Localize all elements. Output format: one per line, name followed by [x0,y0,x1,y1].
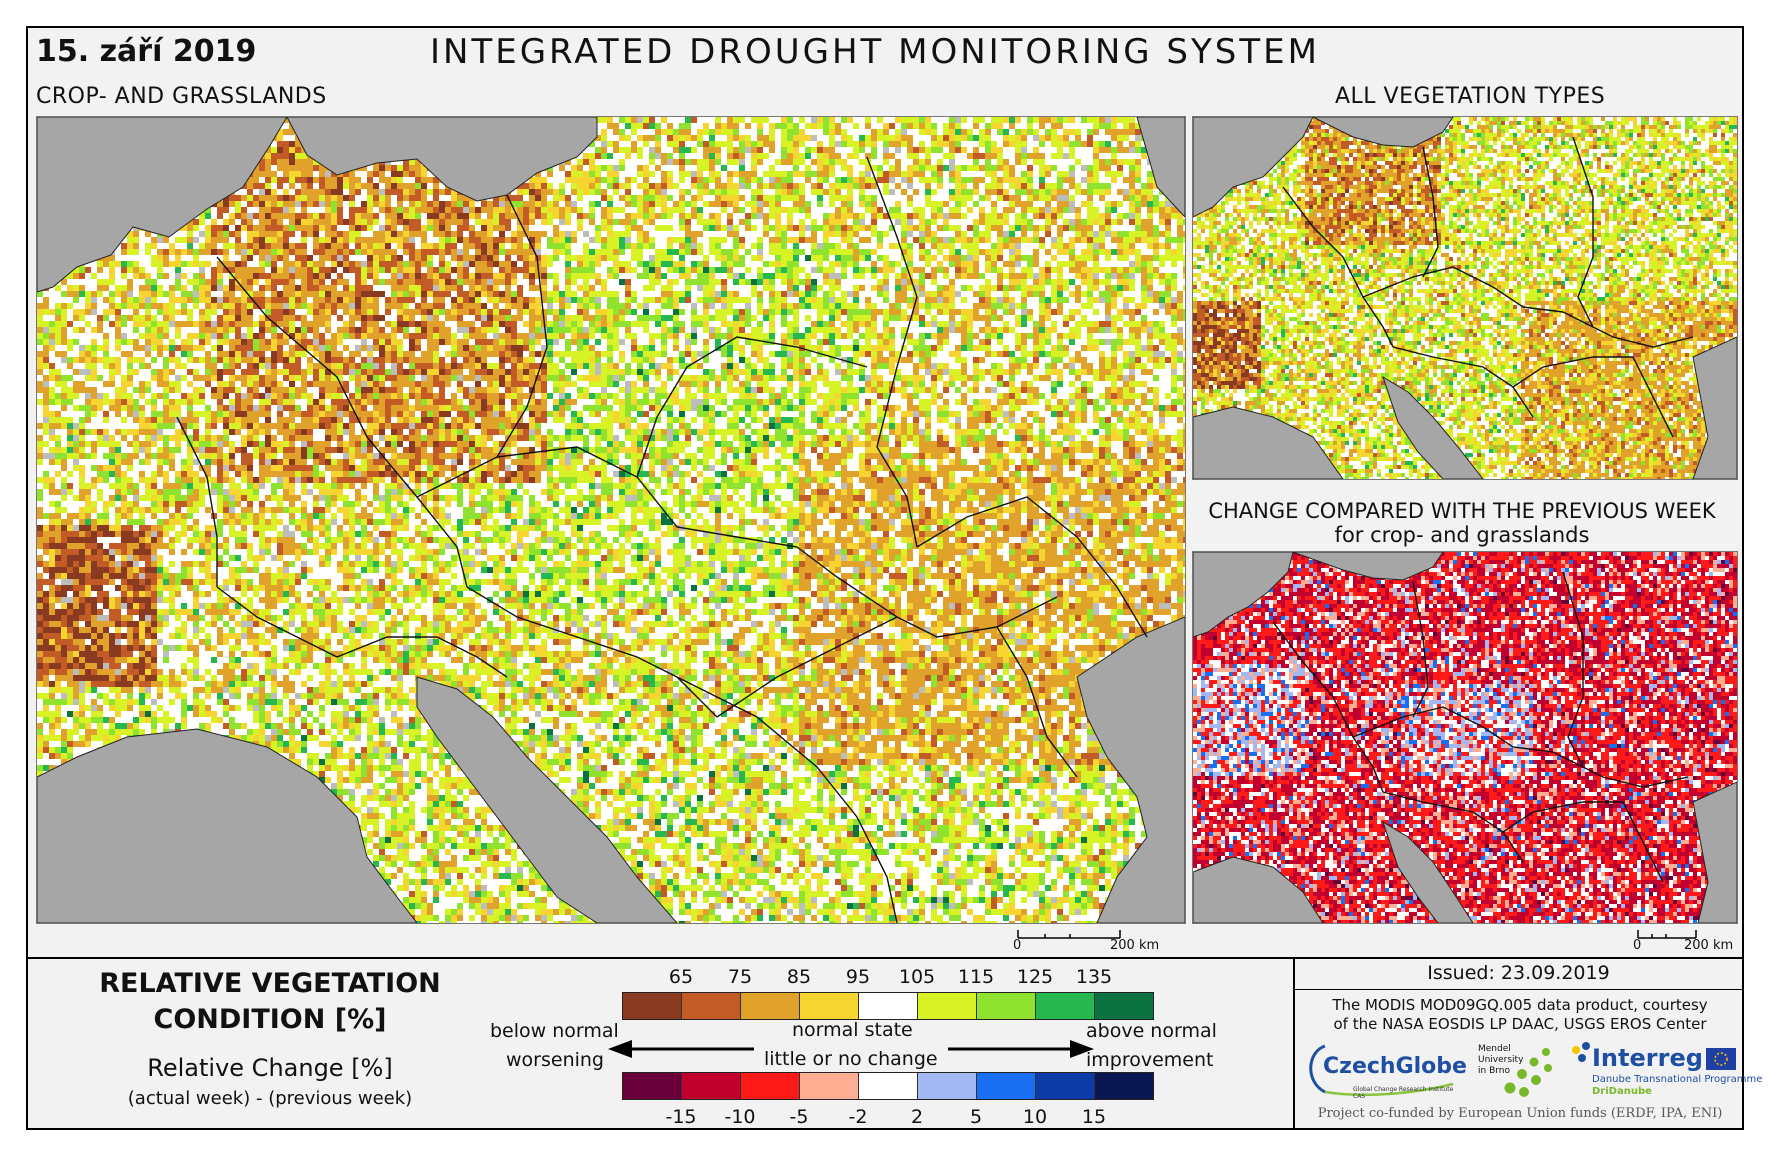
courtesy-line1: The MODIS MOD09GQ.005 data product, cour… [1300,996,1740,1015]
change-swatch [682,1073,741,1099]
change-swatch [623,1073,682,1099]
legend-divider [28,957,1742,959]
change-tick: -10 [710,1106,770,1128]
change-tick: 2 [887,1106,947,1128]
veg-map-canvas [1193,117,1737,479]
change-scale-bar: 0 200 km [1628,926,1738,954]
interreg-subtitle: Danube Transnational Programme [1592,1074,1762,1085]
change-tick: 5 [946,1106,1006,1128]
change-swatch [800,1073,859,1099]
change-map-title-line1: CHANGE COMPARED WITH THE PREVIOUS WEEK [1192,499,1732,523]
condition-swatch [977,993,1036,1019]
page-title: INTEGRATED DROUGHT MONITORING SYSTEM [430,32,1320,72]
change-scale-zero: 0 [1633,938,1641,953]
condition-swatch [741,993,800,1019]
veg-map-label: ALL VEGETATION TYPES [1335,84,1605,109]
condition-tick: 135 [1064,966,1124,988]
change-swatch [977,1073,1036,1099]
normal-state-label: normal state [792,1019,913,1041]
mendel-logo: Mendel University in Brno [1476,1044,1560,1100]
interreg-logo: Interreg Danube Transnational Programme … [1568,1040,1738,1100]
date-label: 15. září 2019 [36,34,256,69]
change-tick: -15 [651,1106,711,1128]
condition-tick: 95 [828,966,888,988]
dridanube-label: DriDanube [1592,1086,1652,1097]
left-arrow-icon [606,1037,756,1061]
condition-swatch [800,993,859,1019]
improvement-label: improvement [1086,1049,1214,1071]
change-swatch [1036,1073,1095,1099]
courtesy-line2: of the NASA EOSDIS LP DAAC, USGS EROS Ce… [1300,1015,1740,1034]
issued-date: Issued: 23.09.2019 [1295,962,1742,984]
main-scale-end: 200 km [1110,938,1159,953]
condition-tick: 105 [887,966,947,988]
change-map-canvas [1193,552,1737,923]
main-map [36,116,1186,924]
main-scale-zero: 0 [1013,938,1021,953]
czechglobe-subtitle: Global Change Research Institute CAS [1353,1086,1463,1100]
change-map [1192,551,1738,924]
condition-tick: 85 [769,966,829,988]
condition-tick: 125 [1005,966,1065,988]
condition-tick: 75 [710,966,770,988]
main-scale-bar: 0 200 km [1010,926,1170,954]
change-tick: -2 [828,1106,888,1128]
main-map-label: CROP- AND GRASSLANDS [36,84,327,109]
info-divider [1293,959,1295,1130]
change-tick: -5 [769,1106,829,1128]
condition-swatch [1095,993,1153,1019]
relative-change-label: Relative Change [%] [70,1054,470,1082]
czechglobe-name: CzechGlobe [1323,1054,1467,1079]
interreg-name: Interreg [1592,1044,1703,1072]
little-change-label: little or no change [764,1048,938,1070]
issued-underline [1295,989,1742,990]
courtesy-text: The MODIS MOD09GQ.005 data product, cour… [1300,996,1740,1034]
condition-swatch [623,993,682,1019]
mendel-dots-icon [1476,1044,1560,1100]
worsening-label: worsening [506,1049,604,1071]
above-normal-label: above normal [1086,1020,1217,1042]
main-map-canvas [37,117,1185,923]
change-tick: 15 [1064,1106,1124,1128]
change-map-title-line2: for crop- and grasslands [1192,523,1732,547]
condition-tick: 65 [651,966,711,988]
change-scale-end: 200 km [1684,938,1733,953]
change-map-title: CHANGE COMPARED WITH THE PREVIOUS WEEK f… [1192,499,1732,547]
change-swatch [741,1073,800,1099]
czechglobe-logo: CzechGlobe Global Change Research Instit… [1303,1040,1463,1098]
condition-swatch [918,993,977,1019]
change-tick: 10 [1005,1106,1065,1128]
condition-swatch [682,993,741,1019]
veg-map [1192,116,1738,480]
condition-tick: 115 [946,966,1006,988]
relative-change-sublabel: (actual week) - (previous week) [70,1088,470,1109]
funding-note: Project co-funded by European Union fund… [1300,1106,1740,1121]
change-colorbar [622,1072,1154,1100]
legend-title-line2: CONDITION [%] [70,1002,470,1038]
change-legend: -15 -10 -5 -2 2 5 10 15 [620,1070,1160,1130]
legend-title: RELATIVE VEGETATION CONDITION [%] [70,966,470,1038]
condition-colorbar [622,992,1154,1020]
change-swatch [1095,1073,1153,1099]
change-swatch [859,1073,918,1099]
condition-swatch [1036,993,1095,1019]
legend-title-line1: RELATIVE VEGETATION [70,966,470,1002]
condition-swatch [859,993,918,1019]
right-arrow-icon [946,1037,1096,1061]
below-normal-label: below normal [490,1020,619,1042]
change-swatch [918,1073,977,1099]
eu-flag-icon [1706,1048,1736,1070]
